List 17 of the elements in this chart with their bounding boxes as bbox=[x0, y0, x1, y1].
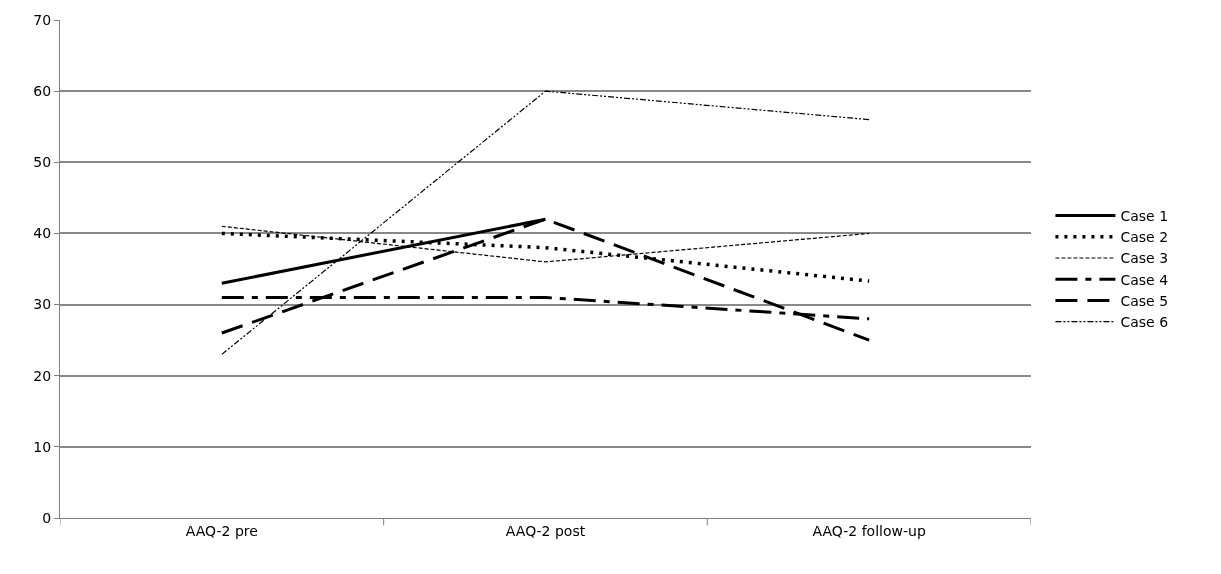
legend-label: Case 1 bbox=[1120, 208, 1169, 225]
y-tick-label: 50 bbox=[33, 154, 52, 171]
y-tick-label: 40 bbox=[33, 225, 52, 242]
x-tick-label: AAQ-2 pre bbox=[185, 522, 258, 539]
legend-label: Case 4 bbox=[1120, 271, 1169, 288]
y-tick-label: 30 bbox=[33, 296, 52, 313]
y-tick-label: 10 bbox=[33, 438, 52, 455]
legend-label: Case 2 bbox=[1120, 229, 1169, 246]
y-tick-label: 60 bbox=[33, 83, 52, 100]
y-tick-label: 20 bbox=[33, 367, 52, 384]
legend-label: Case 3 bbox=[1120, 250, 1169, 267]
x-tick-label: AAQ-2 post bbox=[505, 522, 586, 539]
legend-label: Case 5 bbox=[1120, 292, 1169, 309]
y-tick-label: 0 bbox=[42, 509, 52, 526]
x-tick-label: AAQ-2 follow-up bbox=[812, 522, 926, 539]
legend-label: Case 6 bbox=[1120, 314, 1169, 331]
y-tick-label: 70 bbox=[33, 11, 52, 28]
